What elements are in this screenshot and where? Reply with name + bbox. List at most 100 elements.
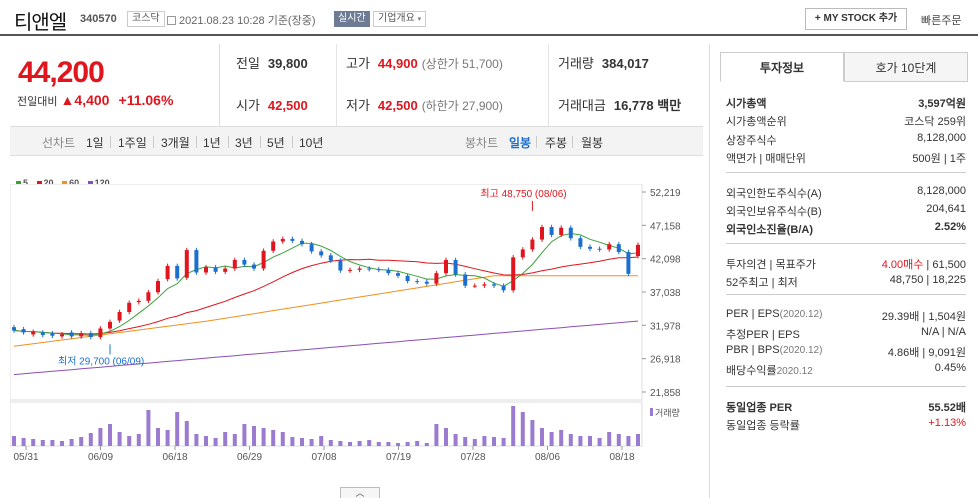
period-3y[interactable]: 3년 [235, 136, 253, 150]
candle-monthly[interactable]: 월봉 [581, 136, 604, 150]
volume-bar [40, 440, 45, 446]
info-value-text: 4.86배 | 9,091원 [887, 347, 966, 359]
info-value-text: N/A | N/A [920, 326, 966, 338]
y-tick-label: 52,219 [650, 188, 681, 199]
market-badge: 코스닥 [127, 11, 165, 27]
candle-body [127, 302, 132, 313]
period-1y[interactable]: 1년 [203, 136, 221, 150]
x-tick-label: 08/06 [535, 452, 560, 463]
volume-bar [165, 430, 170, 446]
low-price: 저가 42,500 (하한가 27,900) [346, 98, 503, 113]
period-1w[interactable]: 1주일 [118, 136, 147, 150]
volume-bar [204, 436, 208, 446]
info-value-red: 4.00매수 [881, 259, 924, 271]
volume-bar [127, 436, 132, 446]
chevron-down-icon: ▾ [417, 16, 422, 23]
candle-body [117, 312, 122, 321]
x-tick-label: 06/29 [237, 452, 262, 463]
chart-plot-area [10, 184, 643, 401]
candle-body [204, 267, 208, 273]
timestamp-text: 2021.08.23 10:28 기준(장중) [179, 15, 316, 27]
candle-body [626, 252, 631, 274]
section-divider [726, 386, 966, 387]
candle-body [328, 255, 333, 261]
period-5y[interactable]: 5년 [267, 136, 285, 150]
info-value: 4.00매수 | 61,500 [882, 256, 966, 272]
info-value-text: 8,128,000 [917, 132, 966, 144]
volume-bar [549, 432, 554, 446]
candle-body [540, 227, 544, 240]
info-value-text: | 61,500 [923, 259, 966, 271]
info-row: 상장주식수 8,128,000 [726, 132, 966, 148]
volume-bar [597, 438, 602, 446]
volume-bar [108, 424, 112, 446]
info-value-text: 55.52배 [928, 402, 966, 414]
high-price: 고가 44,900 (상한가 51,700) [346, 56, 503, 71]
volume-bar [568, 434, 573, 446]
period-1d[interactable]: 1일 [86, 136, 104, 150]
x-tick-label: 08/18 [609, 452, 634, 463]
info-value: 0.45% [935, 362, 966, 374]
price-chart[interactable]: 52,219 47,158 42,098 37,038 31,978 26,918 21,8… [10, 184, 704, 484]
candle-body [31, 331, 36, 335]
volume-bar [415, 441, 420, 446]
candle-body [12, 327, 16, 331]
candle-body [175, 265, 180, 279]
candle-body [60, 334, 64, 337]
volume-bar [559, 430, 564, 446]
company-info-dropdown[interactable]: 기업개요 ▾ [373, 11, 427, 27]
candle-body [415, 281, 420, 283]
y-tick-label: 37,038 [650, 288, 681, 299]
candle-body [463, 274, 468, 286]
info-row: 52주최고 | 최저 48,750 | 18,225 [726, 274, 966, 290]
volume-bar [156, 428, 160, 446]
volume-bar [434, 424, 439, 446]
x-tick-label: 06/18 [162, 452, 187, 463]
info-value-text: 500원 | 1주 [912, 153, 966, 165]
volume-bar [472, 439, 477, 446]
stock-code: 340570 [80, 13, 117, 25]
volume-bar [184, 421, 189, 446]
x-tick-label: 07/28 [460, 452, 485, 463]
info-value: 4.86배 | 9,091원 [888, 344, 966, 360]
candle-body [88, 333, 93, 338]
volume-bar [530, 420, 535, 446]
candle-weekly[interactable]: 주봉 [545, 136, 568, 150]
volume-bar [367, 440, 372, 446]
candle-body [578, 238, 583, 247]
tab-investment-info[interactable]: 투자정보 [720, 52, 844, 82]
line-chart-label[interactable]: 선차트 [42, 136, 76, 150]
y-tick-label: 42,098 [650, 255, 681, 266]
open-price: 시가 42,500 [236, 98, 308, 113]
ma20-line [13, 256, 639, 335]
info-label-sub: (2020.12) [779, 345, 823, 356]
period-3m[interactable]: 3개월 [161, 136, 190, 150]
candle-body [338, 260, 343, 271]
tab-quote-10[interactable]: 호가 10단계 [844, 52, 968, 82]
info-row: 액면가 | 매매단위 500원 | 1주 [726, 150, 966, 166]
info-tabs: 투자정보 호가 10단계 [720, 52, 968, 82]
info-value: 29.39배 | 1,504원 [882, 308, 966, 324]
info-label: 투자의견 | 목표주가 [726, 259, 816, 271]
info-row: 시가총액순위 코스닥 259위 [726, 113, 966, 129]
volume-bar [626, 436, 631, 446]
volume-bar [386, 442, 391, 446]
info-value-text: 8,128,000 [917, 185, 966, 197]
volume-bar [396, 443, 400, 446]
candle-daily[interactable]: 일봉 [509, 136, 532, 150]
realtime-badge[interactable]: 실시간 [334, 11, 370, 27]
candle-body [472, 285, 477, 287]
y-tick-label: 21,858 [650, 388, 681, 399]
volume-bar [242, 424, 247, 446]
info-value-text: 204,641 [926, 203, 966, 215]
x-tick-label: 07/08 [311, 452, 336, 463]
volume-bar [271, 430, 276, 446]
candle-body [280, 238, 285, 242]
collapse-chart-button[interactable]: ︿ [340, 487, 380, 498]
period-10y[interactable]: 10년 [299, 136, 324, 150]
info-row: 동일업종 PER 55.52배 [726, 399, 966, 415]
info-label: 외국인소진율(B/A) [726, 224, 813, 236]
add-mystock-button[interactable]: + MY STOCK 추가 [805, 8, 907, 30]
volume-bar [338, 441, 343, 446]
quick-order-link[interactable]: 빠른주문 [921, 15, 962, 27]
